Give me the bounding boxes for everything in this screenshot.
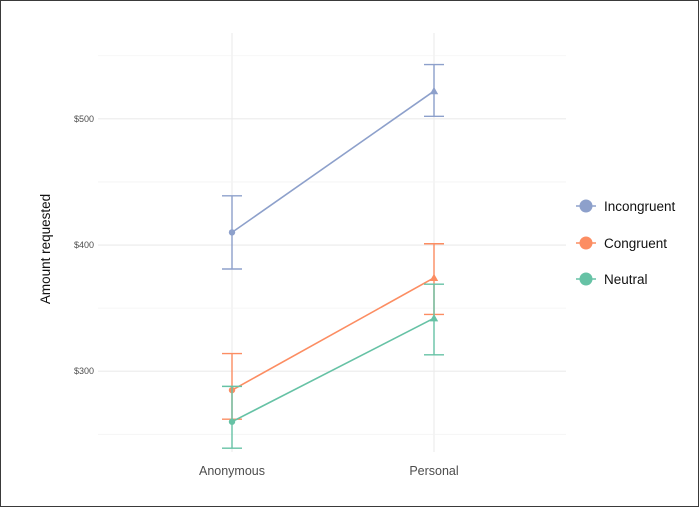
y-tick-label: $400 [74,240,94,250]
x-axis-ticks: Anonymous Personal [199,464,459,478]
x-tick-label: Personal [409,464,458,478]
legend-label: Congruent [604,236,667,251]
y-axis-ticks: $300 $400 $500 [74,114,94,376]
x-tick-label: Anonymous [199,464,265,478]
series-congruent [222,243,444,420]
legend: Incongruent Congruent Neutral [576,199,676,287]
legend-label: Neutral [604,272,648,287]
point-marker [228,418,236,425]
legend-key-marker [579,236,593,250]
point-marker [429,273,439,281]
series-neutral [222,283,444,449]
point-marker [429,314,439,322]
legend-label: Incongruent [604,199,676,214]
y-axis-title: Amount requested [38,194,53,304]
point-marker [228,229,236,236]
grid-lines [98,33,566,452]
y-tick-label: $300 [74,366,94,376]
series-line [231,277,435,391]
legend-key-marker [579,272,593,286]
series-line [231,90,435,234]
series-line [231,317,435,423]
legend-key-marker [579,199,593,213]
y-tick-label: $500 [74,114,94,124]
series-incongruent [222,63,444,270]
series-group [222,63,444,449]
point-marker [429,86,439,95]
